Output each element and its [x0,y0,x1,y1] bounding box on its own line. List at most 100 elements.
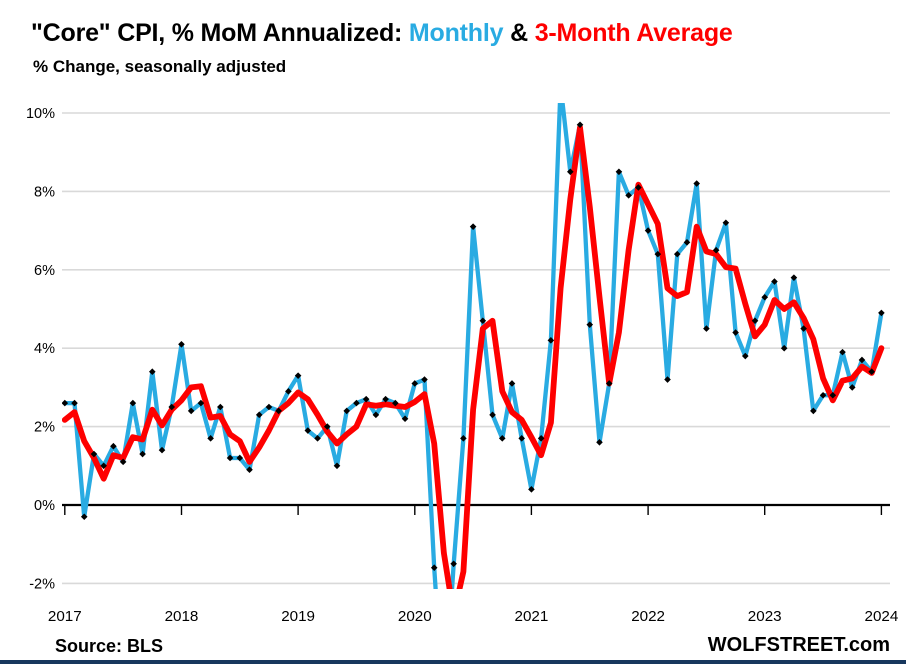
data-point-marker [304,427,312,434]
data-point-marker [178,340,185,348]
x-axis-label: 2019 [281,608,315,625]
data-point-marker [236,454,244,462]
data-point-marker [100,462,107,470]
y-axis-label: 8% [34,184,55,200]
data-point-marker [771,278,778,285]
x-axis-label: 2018 [165,608,199,625]
data-point-marker [839,348,846,356]
y-axis-label: 4% [34,341,55,357]
data-point-marker [460,435,467,442]
chart-subtitle: % Change, seasonally adjusted [33,57,287,76]
data-point-marker [353,399,360,407]
y-axis-label: -2% [29,576,55,592]
three-month-average-line [62,124,885,589]
data-point-marker [742,352,749,360]
data-point-marker [790,274,798,281]
title-prefix: "Core" CPI, % MoM Annualized: [31,19,409,47]
data-point-marker [158,446,166,454]
data-point-marker [625,192,632,199]
data-point-marker [207,435,214,442]
x-axis-label: 2020 [398,608,432,625]
data-point-marker [285,388,292,395]
data-point-marker [469,223,477,230]
page-title: "Core" CPI, % MoM Annualized: Monthly & … [31,19,733,48]
data-point-marker [576,121,584,129]
data-point-marker [479,317,487,325]
data-point-marker [858,356,866,364]
data-point-marker [246,466,253,474]
y-axis-label: 2% [34,420,55,436]
data-point-marker [392,399,399,407]
data-point-marker [819,391,827,399]
data-point-marker [586,321,594,328]
data-point-marker [255,411,263,419]
data-point-marker [664,376,671,383]
data-point-marker [654,250,662,258]
source-label: Source: BLS [55,636,164,656]
data-point-marker [761,293,769,301]
data-point-marker [148,368,156,376]
data-point-marker [722,219,730,227]
data-point-marker [800,325,807,332]
data-point-marker [217,403,224,411]
data-point-marker [780,344,788,352]
x-axis-label: 2022 [631,608,665,625]
data-point-marker [372,411,380,419]
series-layer [62,103,885,589]
data-point-marker [557,82,564,89]
x-axis-label: 2023 [748,608,782,625]
data-point-marker [362,395,370,403]
data-point-marker [90,450,98,458]
data-point-marker [537,435,545,442]
data-point-marker [751,317,759,325]
data-point-marker [547,337,555,344]
data-point-marker [62,399,69,407]
data-point-marker [615,168,623,176]
data-point-marker [430,564,438,572]
data-point-marker [528,486,535,493]
data-point-marker [226,454,234,462]
marker-layer [62,82,885,572]
data-point-marker [596,438,603,446]
bottom-accent-bar [0,660,906,664]
data-point-marker [498,435,506,442]
data-point-marker [635,184,642,191]
data-point-marker [829,391,837,399]
y-axis-label: 6% [34,263,55,279]
data-point-marker [343,407,351,415]
data-point-marker [683,239,691,246]
x-axis-label: 2024 [865,608,899,625]
data-point-marker [644,227,652,234]
data-point-marker [139,450,146,458]
data-point-marker [421,376,428,383]
data-point-marker [187,407,195,415]
monthly-line [62,103,884,589]
x-axis-label: 2017 [48,608,82,625]
data-point-marker [314,435,321,442]
data-point-marker [323,423,331,430]
y-axis-label: 10% [26,106,55,122]
data-point-marker [265,403,273,411]
data-point-marker [567,168,574,176]
brand-label: WOLFSTREET.com [707,634,890,656]
data-point-marker [382,395,389,403]
data-point-marker [605,380,613,387]
data-point-marker [508,380,516,387]
data-point-marker [673,250,681,258]
data-point-marker [129,399,137,407]
data-point-marker [411,380,419,387]
y-axis-label: 0% [34,498,55,514]
data-point-marker [810,407,817,415]
data-point-marker [119,458,127,466]
title-legend-monthly: Monthly [408,19,504,47]
data-point-marker [197,399,205,407]
data-point-marker [848,384,856,391]
data-point-marker [703,325,710,332]
data-point-marker [71,399,78,407]
title-ampersand: & [503,19,535,47]
data-point-marker [878,309,885,317]
data-point-marker [80,513,88,521]
data-point-marker [518,435,526,442]
